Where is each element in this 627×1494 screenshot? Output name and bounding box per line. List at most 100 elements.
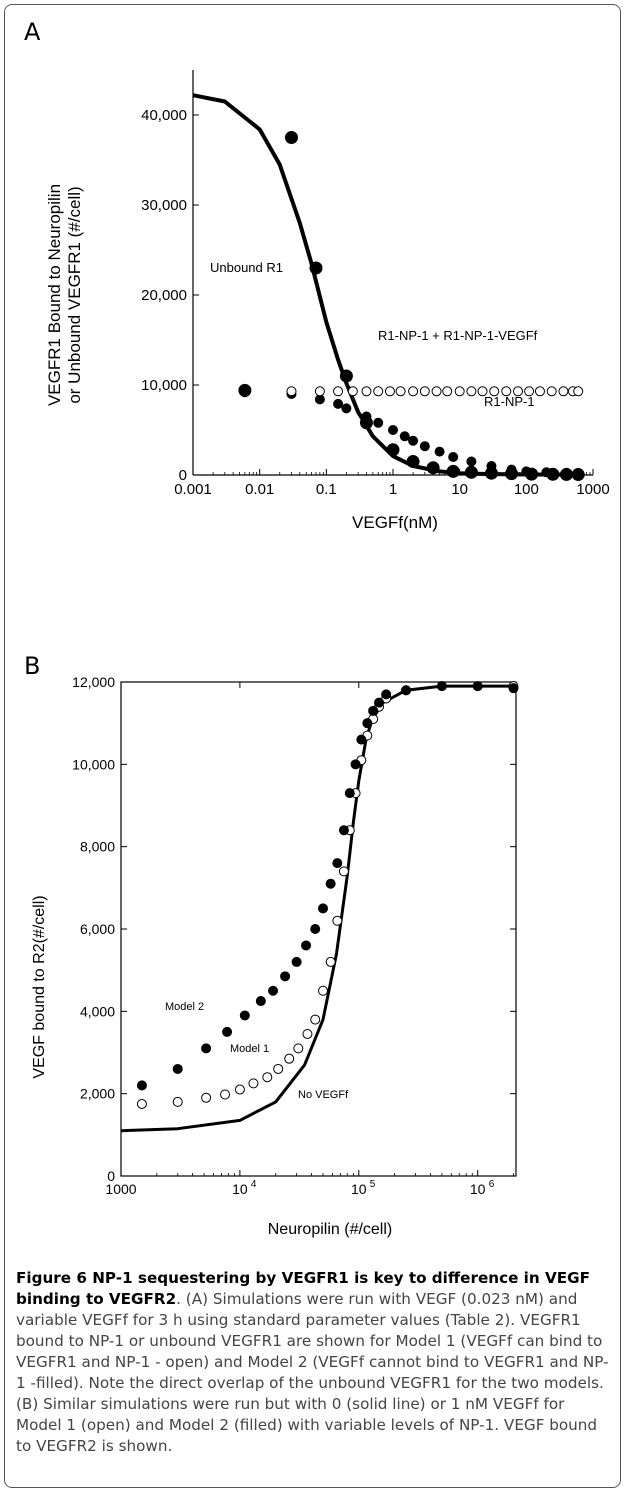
y-tick-label: 0 — [179, 467, 187, 484]
filled-point — [388, 425, 398, 435]
open-point — [534, 386, 545, 397]
open-point — [201, 1092, 212, 1103]
open-point — [234, 1084, 245, 1095]
open-point — [431, 386, 442, 397]
filled-point — [381, 689, 392, 700]
filled-point — [301, 940, 312, 951]
x-tick-exponent: 4 — [251, 1179, 257, 1190]
y-tick-label: 4,000 — [80, 1003, 115, 1019]
filled-point — [446, 464, 460, 478]
filled-point — [222, 1026, 233, 1037]
filled-point — [464, 465, 478, 479]
open-point — [454, 386, 465, 397]
x-tick-label: 0.001 — [174, 481, 212, 498]
x-tick-label: 1000 — [576, 481, 609, 498]
chart-b-x-label: Neuropilin (#/cell) — [268, 1221, 393, 1238]
open-point — [293, 1043, 304, 1054]
open-point — [419, 386, 430, 397]
open-point — [442, 386, 453, 397]
open-point — [395, 386, 406, 397]
filled-point — [484, 466, 498, 480]
filled-point — [505, 467, 519, 481]
caption-title: Figure 6 NP-1 sequestering by VEGFR1 is … — [16, 1269, 590, 1308]
y-tick-label: 8,000 — [80, 839, 115, 855]
open-point — [558, 386, 569, 397]
filled-point — [356, 734, 367, 745]
filled-point — [436, 681, 447, 692]
open-point — [302, 1028, 313, 1039]
filled-point — [136, 1080, 147, 1091]
filled-point — [434, 446, 445, 457]
chart-a-axes: 0 10,000 20,000 30,000 40,000 0.001 0.01 0.1 1 10… — [141, 70, 610, 498]
annotation-unbound-r1: Unbound R1 — [210, 260, 283, 275]
filled-point — [408, 435, 419, 446]
filled-point — [344, 788, 355, 799]
filled-point — [362, 718, 373, 729]
filled-point — [172, 1063, 183, 1074]
series-line — [192, 93, 579, 477]
open-point — [286, 386, 297, 397]
filled-point — [333, 398, 344, 409]
y-tick-label: 10,000 — [141, 377, 187, 394]
open-point — [310, 1014, 321, 1025]
filled-point — [559, 467, 573, 481]
x-tick-label: 0.01 — [245, 481, 274, 498]
filled-point — [448, 452, 459, 462]
open-point — [513, 386, 524, 397]
x-tick-label: 10 — [470, 1181, 486, 1197]
figure-frame — [4, 4, 621, 1488]
open-point — [333, 386, 344, 397]
x-tick-label: 10 — [451, 481, 468, 498]
chart-a-x-label: VEGFf(nM) — [352, 513, 438, 532]
filled-point — [284, 131, 298, 144]
filled-point — [239, 1010, 250, 1021]
y-tick-label: 30,000 — [141, 197, 187, 214]
open-point — [347, 386, 358, 397]
filled-point — [368, 705, 379, 716]
open-point — [573, 386, 584, 397]
filled-point — [571, 468, 585, 482]
annotation-r1-np1: R1-NP-1 — [484, 394, 535, 409]
filled-point — [309, 261, 323, 275]
y-tick-label: 12,000 — [72, 674, 115, 690]
filled-point — [419, 441, 430, 452]
y-tick-label: 6,000 — [80, 921, 115, 937]
open-point — [408, 386, 419, 397]
panel-a-label: A — [24, 18, 41, 46]
x-tick-label: 100 — [514, 481, 539, 498]
open-point — [373, 386, 384, 397]
filled-point — [386, 443, 400, 457]
filled-point — [238, 383, 252, 397]
open-point — [466, 386, 477, 397]
annotation-no-vegff: No VEGFf — [298, 1089, 349, 1101]
filled-point — [255, 996, 266, 1007]
filled-point — [466, 456, 477, 467]
y-tick-label: 2,000 — [80, 1086, 115, 1102]
open-point — [384, 386, 395, 397]
filled-point — [406, 455, 420, 468]
filled-point — [341, 403, 352, 414]
y-tick-label: 0 — [107, 1168, 115, 1184]
filled-point — [201, 1043, 212, 1054]
chart-a-series — [192, 93, 585, 482]
open-point — [220, 1089, 231, 1100]
chart-b-series — [120, 681, 519, 1133]
figure-caption: Figure 6 NP-1 sequestering by VEGFR1 is … — [16, 1268, 614, 1457]
open-point — [284, 1053, 295, 1064]
open-point — [524, 386, 535, 397]
filled-point — [472, 681, 483, 692]
open-point — [273, 1063, 284, 1074]
x-tick-label: 10 — [232, 1181, 248, 1197]
filled-point — [338, 825, 349, 836]
caption-text: . (A) Simulations were run with VEGF (0.… — [16, 1290, 609, 1455]
annotation-r1-np1-sum: R1-NP-1 + R1-NP-1-VEGFf — [378, 328, 538, 343]
filled-point — [332, 858, 343, 869]
chart-a: 0 10,000 20,000 30,000 40,000 0.001 0.01 0.1 1 10… — [45, 70, 610, 532]
filled-point — [374, 697, 385, 708]
x-tick-exponent: 5 — [370, 1179, 376, 1190]
filled-point — [508, 683, 519, 694]
filled-point — [318, 903, 329, 914]
filled-point — [373, 417, 384, 428]
